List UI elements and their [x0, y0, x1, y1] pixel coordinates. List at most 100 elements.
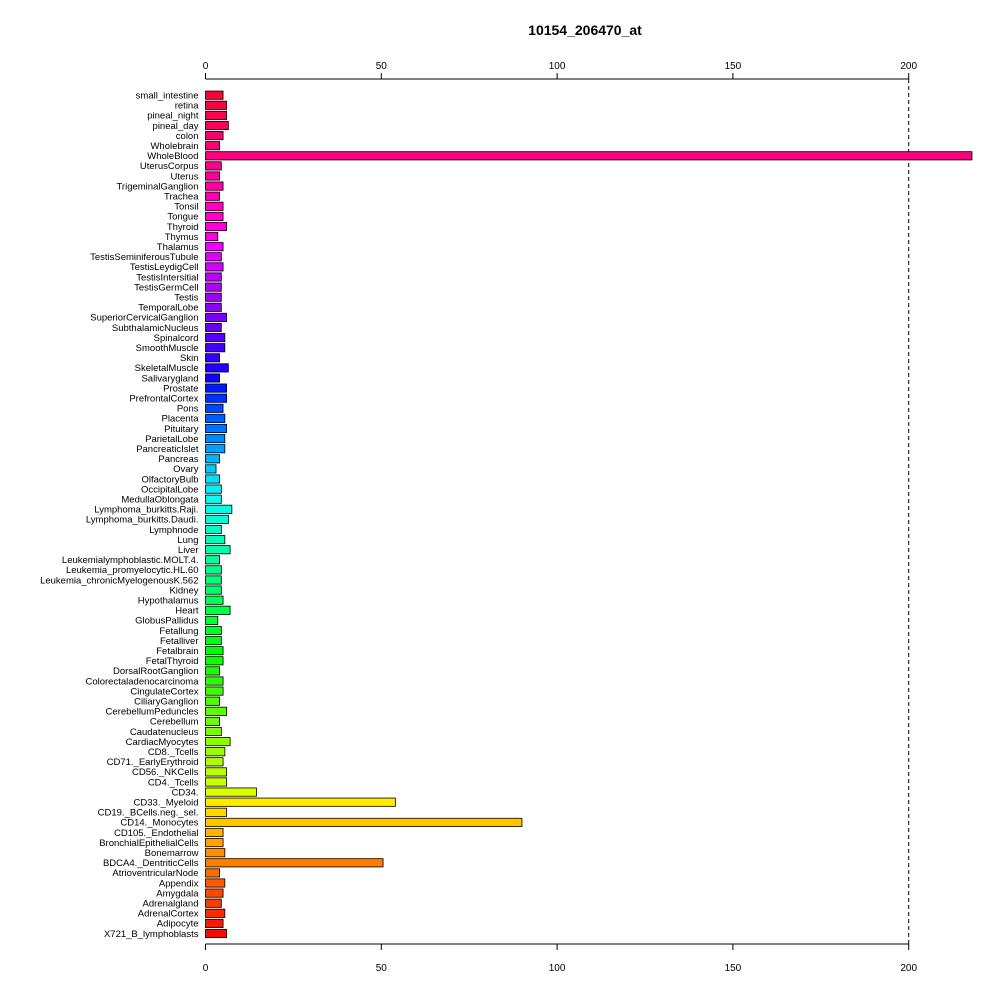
bar: [205, 797, 396, 807]
bar: [205, 636, 222, 646]
bar: [205, 333, 226, 343]
category-label: Leukemia_promyelocytic.HL.60: [66, 565, 199, 576]
bar: [205, 100, 227, 110]
bottom-tick-label: 100: [549, 963, 566, 974]
category-label: colon: [176, 131, 199, 142]
top-tick-label: 200: [900, 61, 917, 72]
category-label: Skin: [180, 353, 198, 364]
bar: [205, 666, 220, 676]
bar: [205, 726, 222, 737]
category-label: CD56._NKCells: [132, 767, 199, 778]
bar: [205, 201, 224, 211]
bar: [205, 625, 222, 636]
category-label: Hypothalamus: [138, 596, 199, 607]
bottom-tick-label: 0: [203, 963, 209, 974]
bar: [205, 767, 227, 777]
bar: [205, 706, 227, 716]
category-label: Tonsil: [174, 202, 198, 213]
category-label: pineal_day: [153, 121, 199, 132]
bar: [205, 807, 227, 817]
bar: [205, 737, 231, 747]
category-label: PancreaticIslet: [136, 444, 199, 455]
bar: [205, 120, 229, 131]
chart-title: 10154_206470_at: [528, 22, 642, 38]
category-label: Adipocyte: [157, 919, 199, 930]
bar: [205, 817, 523, 827]
category-label: Amygdala: [156, 888, 199, 899]
category-label: Liver: [178, 545, 199, 556]
bar: [205, 514, 229, 524]
bar: [205, 646, 224, 656]
bar: [205, 484, 222, 494]
bar: [205, 403, 224, 413]
bar: [205, 434, 226, 444]
bar: [205, 191, 220, 201]
bar: [205, 282, 222, 292]
category-label: CiliaryGanglion: [134, 697, 198, 708]
bar: [205, 312, 227, 322]
category-label: Thalamus: [157, 242, 199, 253]
category-label: AtrioventricularNode: [112, 868, 198, 879]
category-label: TestisGermCell: [134, 282, 198, 293]
bar: [205, 545, 231, 555]
category-label: Thymus: [165, 232, 199, 243]
category-label: Placenta: [162, 414, 200, 425]
bar: [205, 232, 219, 242]
category-label: Lymphoma_burkitts.Raji.: [94, 505, 198, 516]
category-label: MedullaOblongata: [121, 495, 199, 506]
category-label: Spinalcord: [154, 333, 199, 344]
top-tick-label: 150: [725, 61, 742, 72]
category-label: pineal_night: [147, 111, 199, 122]
bar: [205, 878, 226, 888]
bar: [205, 242, 224, 252]
category-label: CD71._EarlyErythroid: [107, 757, 199, 768]
bar: [205, 656, 224, 666]
bar: [205, 302, 222, 312]
bar: [205, 494, 222, 504]
category-label: Adrenalgland: [143, 899, 199, 910]
bar: [205, 716, 220, 726]
bar: [205, 211, 224, 221]
bar: [205, 908, 226, 918]
category-label: CardiacMyocytes: [126, 737, 199, 748]
bar: [205, 131, 224, 141]
category-label: Uterus: [171, 171, 199, 182]
bar: [205, 777, 227, 787]
category-label: TrigeminalGanglion: [116, 181, 198, 192]
bar: [205, 504, 233, 514]
bottom-tick-label: 50: [376, 963, 388, 974]
bottom-tick-label: 150: [725, 963, 742, 974]
bar: [205, 787, 257, 797]
category-label: Heart: [175, 606, 199, 617]
bar: [205, 474, 220, 484]
category-label: Wholebrain: [150, 141, 198, 152]
bar: [205, 322, 222, 333]
category-label: Lymphnode: [149, 525, 198, 536]
category-label: GlobusPallidus: [135, 616, 199, 627]
category-label: OlfactoryBulb: [141, 474, 198, 485]
bar: [205, 171, 220, 181]
bar: [205, 413, 226, 423]
bar: [205, 363, 229, 373]
category-label: TemporalLobe: [138, 303, 198, 314]
category-label: small_intestine: [136, 91, 199, 102]
bar: [205, 221, 227, 232]
top-x-axis: 0 50 100 150 200: [203, 61, 917, 80]
category-label: Ovary: [173, 464, 199, 475]
category-label: Fetalbrain: [156, 646, 198, 657]
category-labels-group: small_intestineretinapineal_nightpineal_…: [40, 91, 199, 940]
category-label: Bonemarrow: [145, 848, 199, 859]
category-label: Colorectaladenocarcinoma: [85, 676, 199, 687]
category-label: BronchialEpithelialCells: [99, 838, 199, 849]
bottom-x-axis: 0 50 100 150 200: [203, 943, 917, 974]
category-label: Appendix: [159, 878, 199, 889]
category-label: PrefrontalCortex: [129, 394, 198, 405]
bar: [205, 595, 224, 605]
bar: [205, 423, 227, 434]
bar: [205, 252, 222, 262]
bar: [205, 848, 226, 858]
category-label: CD14._Monocytes: [120, 818, 198, 829]
category-label: Prostate: [163, 383, 198, 394]
category-label: WholeBlood: [147, 151, 198, 162]
